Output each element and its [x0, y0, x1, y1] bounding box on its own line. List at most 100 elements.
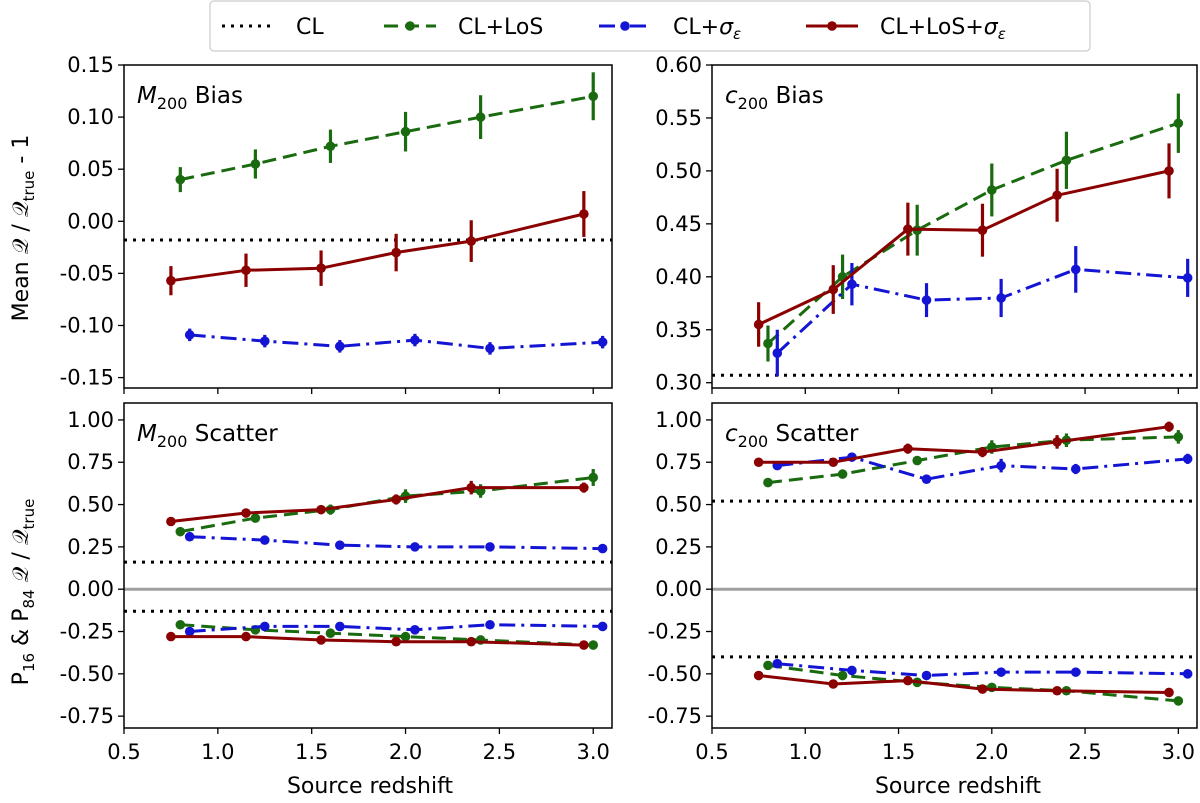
panel-m200scatter: -0.75 -0.50 -0.25 0.00 0.25 0.50 0.75 1.00 0.5 1.…: [60, 402, 613, 764]
series-cl-los-sigma: [166, 631, 589, 650]
legend-entry-cl-los-sigma: CL+LoS+σε: [806, 15, 1006, 43]
series-cl-los: [175, 469, 599, 537]
series-line: [180, 623, 594, 647]
data-point: [335, 540, 345, 550]
data-point: [903, 675, 913, 686]
series-line: [777, 455, 1188, 481]
data-point: [250, 513, 261, 523]
series-line: [189, 623, 603, 633]
data-point: [410, 335, 420, 345]
data-point: [753, 457, 764, 468]
data-point: [987, 185, 997, 195]
data-point: [977, 225, 988, 236]
data-point: [1164, 166, 1174, 176]
x-tick-label: 2.5: [483, 740, 516, 764]
data-point: [485, 619, 495, 630]
data-point: [410, 542, 420, 552]
series-line: [180, 476, 594, 534]
y-tick-label: 0.50: [655, 493, 702, 517]
series-cl-los-sigma: [753, 421, 1174, 468]
series-cl-los-sigma: [753, 670, 1174, 698]
x-tick-label: 0.5: [107, 740, 140, 764]
x-tick-label: 1.0: [789, 740, 822, 764]
data-point: [166, 516, 176, 527]
data-point: [335, 341, 345, 352]
data-point: [996, 667, 1006, 677]
data-point: [400, 631, 411, 642]
data-point: [241, 631, 251, 642]
data-point: [184, 330, 195, 340]
data-point: [921, 295, 932, 305]
series-line: [189, 535, 603, 551]
data-point: [400, 126, 411, 137]
series-cl-sigma: [184, 531, 608, 554]
data-point: [175, 619, 186, 630]
y-tick-label: 0.05: [67, 157, 114, 181]
series-line: [170, 635, 584, 647]
series-cl-sigma: [772, 658, 1193, 681]
y-tick-label: 0.00: [655, 577, 702, 601]
y-tick-label: -0.50: [648, 662, 702, 686]
plot-area: [124, 469, 612, 650]
data-point: [184, 531, 195, 542]
data-point: [996, 293, 1006, 303]
data-point: [837, 670, 848, 681]
data-point: [259, 535, 270, 545]
data-point: [485, 343, 495, 354]
y-tick-label: 0.15: [67, 53, 114, 77]
legend: CL CL+LoS CL+σε CL+LoS+σε: [209, 0, 1091, 52]
data-point: [241, 265, 251, 276]
x-tick-label: 3.0: [1162, 740, 1195, 764]
data-point: [921, 474, 932, 484]
data-point: [1182, 454, 1193, 464]
data-point: [1052, 685, 1062, 696]
data-point: [391, 494, 401, 505]
y-tick-label: 0.55: [655, 106, 702, 130]
series-line: [758, 674, 1170, 694]
y-tick-label: 0.00: [67, 577, 114, 601]
y-axis-label-bottom: P16 & P84 𝒬 / 𝒬true: [9, 499, 38, 686]
panel-frame: [711, 64, 1198, 389]
y-tick-label: -0.05: [60, 261, 114, 285]
y-tick-label: 0.00: [67, 209, 114, 233]
series-cl-los: [763, 93, 1184, 362]
legend-label: CL+LoS: [458, 15, 543, 40]
panel-frame: [123, 64, 613, 389]
series-cl-los-sigma: [166, 480, 589, 527]
series-cl-los: [175, 619, 599, 650]
y-tick-label: 0.35: [655, 318, 702, 342]
legend-marker: [405, 21, 415, 31]
data-point: [763, 338, 773, 349]
panel-title: M200 Scatter: [137, 421, 278, 451]
panels: -0.15 -0.10 -0.05 0.00 0.05 0.10 0.15 M200 Bias…: [60, 53, 1198, 764]
data-point: [1070, 464, 1081, 474]
data-point: [391, 247, 401, 258]
data-point: [259, 621, 270, 632]
panel-title: M200 Bias: [137, 83, 243, 113]
y-tick-label: 0.50: [67, 493, 114, 517]
x-tick-label: 2.5: [1068, 740, 1101, 764]
series-line: [170, 212, 585, 283]
series-cl-los: [175, 72, 599, 193]
data-point: [763, 477, 773, 488]
data-point: [1173, 118, 1184, 129]
data-point: [1182, 273, 1193, 283]
series-line: [758, 425, 1170, 464]
data-point: [753, 670, 764, 681]
legend-label: CL+σε: [673, 15, 741, 43]
x-tick-label: 2.0: [975, 740, 1008, 764]
series-cl-los-sigma: [753, 143, 1174, 347]
data-point: [1173, 696, 1184, 706]
data-point: [1070, 667, 1081, 677]
x-tick-label: 3.0: [577, 740, 610, 764]
data-point: [1070, 264, 1081, 275]
data-point: [316, 263, 326, 273]
series-cl-los-sigma: [166, 191, 589, 296]
legend-label: CL: [296, 15, 324, 40]
series-line: [179, 94, 594, 182]
x-tick-label: 0.5: [695, 740, 728, 764]
data-point: [588, 640, 599, 650]
panel-title: c200 Scatter: [725, 421, 859, 451]
data-point: [325, 628, 336, 639]
x-tick-label: 2.0: [389, 740, 422, 764]
